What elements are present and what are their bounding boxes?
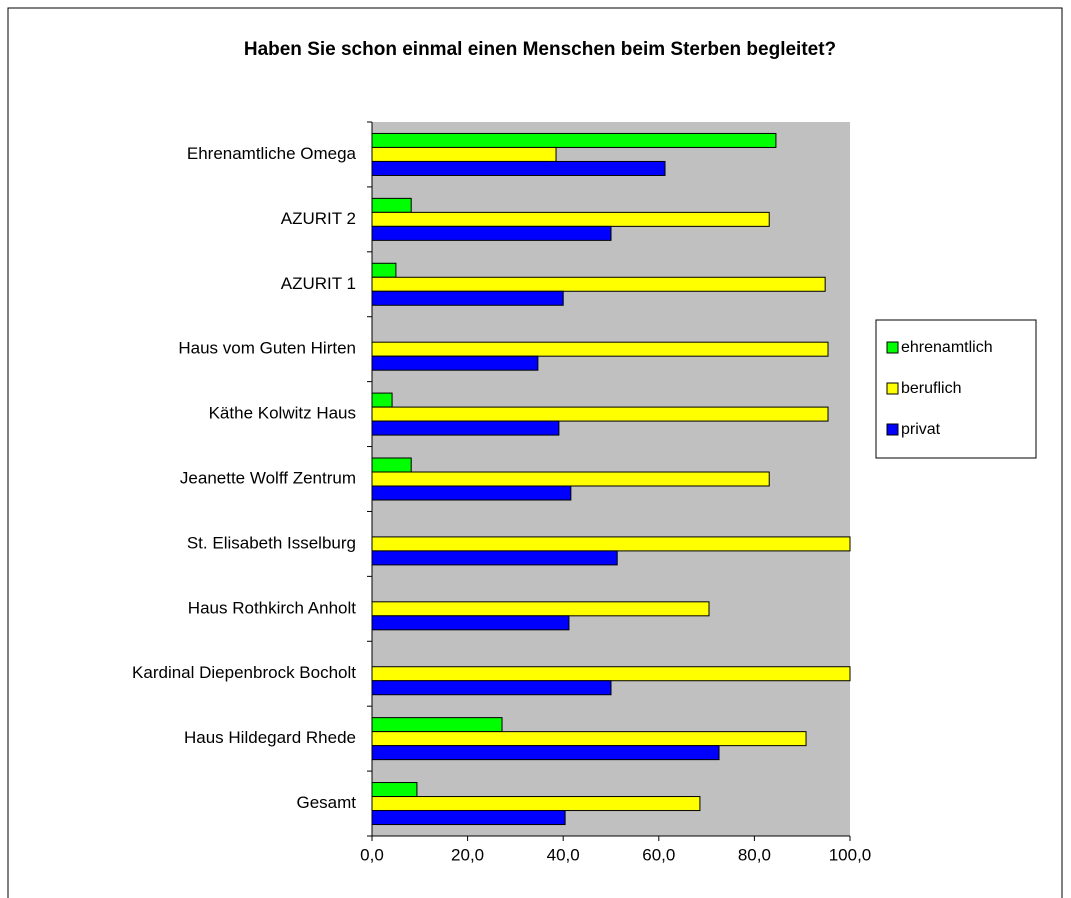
bar <box>371 132 777 148</box>
bar <box>371 782 418 798</box>
bar <box>371 615 570 631</box>
bar <box>371 355 539 371</box>
bar <box>371 536 851 552</box>
chart-title: Haben Sie schon einmal einen Menschen be… <box>244 39 836 60</box>
bar <box>371 731 807 747</box>
x-tick-label: 100,0 <box>829 845 872 864</box>
legend-swatch <box>886 423 899 436</box>
bar <box>371 485 572 501</box>
bar <box>371 601 710 617</box>
legend-label: privat <box>901 421 941 438</box>
bar <box>371 276 826 292</box>
bar <box>371 457 412 473</box>
y-tick-label: Käthe Kolwitz Haus <box>209 404 356 423</box>
bar <box>371 392 393 408</box>
bar <box>371 717 503 733</box>
legend-label: beruflich <box>901 380 961 397</box>
y-tick-label: Jeanette Wolff Zentrum <box>180 468 356 487</box>
y-tick-label: Ehrenamtliche Omega <box>187 144 357 163</box>
bar <box>371 471 770 487</box>
legend-label: ehrenamtlich <box>901 339 993 356</box>
bar <box>371 680 612 696</box>
bar <box>371 420 560 436</box>
y-tick-label: AZURIT 1 <box>281 274 356 293</box>
x-tick-label: 20,0 <box>451 845 484 864</box>
y-tick-label: St. Elisabeth Isselburg <box>187 533 356 552</box>
x-tick-label: 80,0 <box>738 845 771 864</box>
y-tick-label: Haus vom Guten Hirten <box>178 339 356 358</box>
bar <box>371 550 618 566</box>
legend-swatch <box>886 341 899 354</box>
y-tick-label: Kardinal Diepenbrock Bocholt <box>132 663 356 682</box>
x-tick-label: 0,0 <box>360 845 384 864</box>
bar <box>371 225 612 241</box>
bar <box>371 796 701 812</box>
y-tick-label: Haus Rothkirch Anholt <box>188 598 356 617</box>
legend-swatch <box>886 382 899 395</box>
bar <box>371 341 829 357</box>
bar <box>371 160 666 176</box>
x-tick-label: 60,0 <box>642 845 675 864</box>
y-tick-label: Gesamt <box>296 793 356 812</box>
y-tick-label: AZURIT 2 <box>281 209 356 228</box>
bar <box>371 197 412 213</box>
bar <box>371 290 564 306</box>
bar <box>371 211 770 227</box>
bar <box>371 666 851 682</box>
bar <box>371 745 720 761</box>
x-tick-label: 40,0 <box>547 845 580 864</box>
bar <box>371 262 397 278</box>
bar <box>371 146 557 162</box>
y-tick-label: Haus Hildegard Rhede <box>184 728 356 747</box>
bar <box>371 406 829 422</box>
legend-box <box>875 319 1037 459</box>
bar <box>371 810 566 826</box>
